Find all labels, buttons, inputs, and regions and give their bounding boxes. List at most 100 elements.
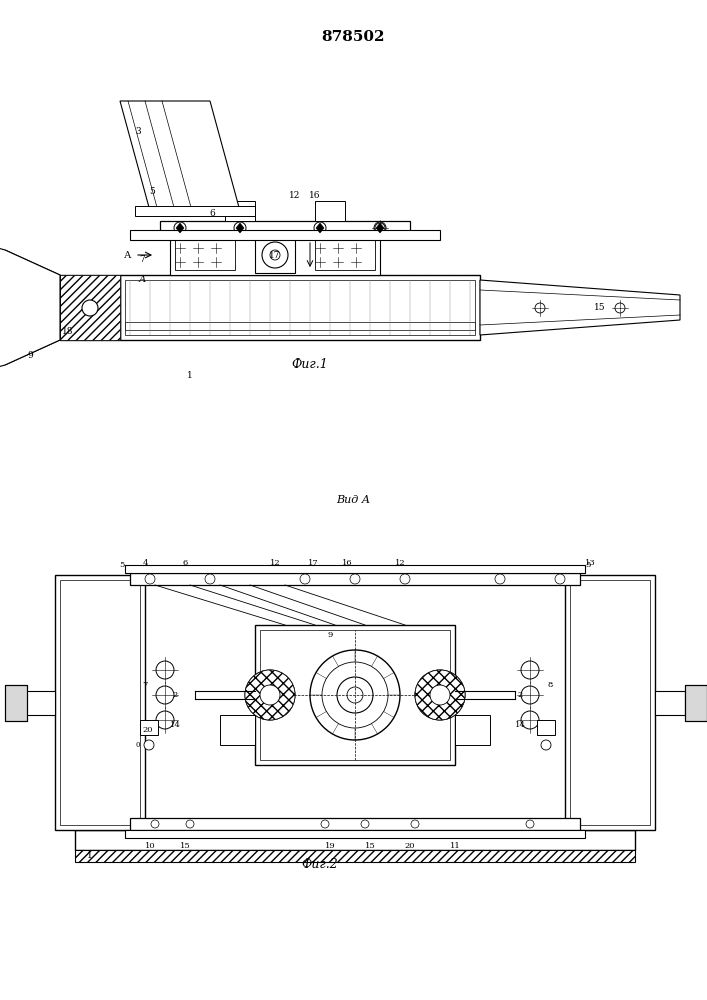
Circle shape bbox=[322, 662, 388, 728]
Text: 17: 17 bbox=[308, 559, 318, 567]
Circle shape bbox=[245, 670, 295, 720]
Text: 13: 13 bbox=[585, 559, 595, 567]
Bar bbox=[5, 685, 27, 721]
Circle shape bbox=[186, 820, 194, 828]
Circle shape bbox=[347, 687, 363, 703]
Circle shape bbox=[415, 670, 465, 720]
Bar bbox=[255, 237, 295, 273]
Circle shape bbox=[521, 711, 539, 729]
Polygon shape bbox=[120, 101, 240, 211]
Bar bbox=[125, 280, 475, 335]
Circle shape bbox=[615, 303, 625, 313]
Text: 9: 9 bbox=[327, 631, 333, 639]
Bar bbox=[60, 275, 120, 340]
Circle shape bbox=[374, 222, 386, 234]
Text: 15: 15 bbox=[594, 304, 606, 312]
Bar bbox=[685, 685, 707, 721]
Text: 15: 15 bbox=[365, 842, 375, 850]
Bar bbox=[60, 580, 140, 825]
Text: 4: 4 bbox=[142, 559, 148, 567]
Circle shape bbox=[262, 242, 288, 268]
Circle shape bbox=[156, 661, 174, 679]
Polygon shape bbox=[0, 240, 60, 375]
Text: Фиг.1: Фиг.1 bbox=[291, 359, 328, 371]
Bar bbox=[570, 580, 650, 825]
Text: 8: 8 bbox=[547, 681, 553, 689]
Text: 12: 12 bbox=[289, 192, 300, 200]
Bar bbox=[565, 575, 655, 830]
Text: 7: 7 bbox=[139, 255, 145, 264]
Bar bbox=[135, 206, 255, 216]
Circle shape bbox=[82, 300, 98, 316]
Text: 16: 16 bbox=[341, 559, 352, 567]
Bar bbox=[130, 230, 440, 240]
Bar bbox=[55, 575, 145, 830]
Text: 9: 9 bbox=[27, 351, 33, 360]
Bar bbox=[260, 630, 450, 760]
Circle shape bbox=[495, 574, 505, 584]
Circle shape bbox=[234, 222, 246, 234]
Text: 2: 2 bbox=[173, 691, 177, 699]
Text: 0: 0 bbox=[136, 741, 140, 749]
Bar bbox=[225, 201, 255, 221]
Polygon shape bbox=[176, 223, 184, 233]
Polygon shape bbox=[316, 223, 324, 233]
Bar bbox=[685, 685, 707, 721]
Bar bbox=[315, 201, 345, 221]
Bar bbox=[175, 240, 235, 270]
Text: Фиг.2: Фиг.2 bbox=[302, 858, 339, 871]
Bar bbox=[45, 285, 55, 330]
Circle shape bbox=[310, 650, 400, 740]
Circle shape bbox=[321, 820, 329, 828]
Circle shape bbox=[430, 685, 450, 705]
Text: 12: 12 bbox=[269, 559, 280, 567]
Bar bbox=[315, 240, 375, 270]
Circle shape bbox=[555, 574, 565, 584]
Circle shape bbox=[415, 670, 465, 720]
Text: 12: 12 bbox=[395, 559, 405, 567]
Bar bbox=[140, 720, 158, 735]
Circle shape bbox=[260, 685, 280, 705]
Text: 5: 5 bbox=[149, 186, 155, 196]
Bar bbox=[130, 818, 580, 830]
Bar bbox=[125, 322, 475, 330]
Circle shape bbox=[521, 686, 539, 704]
Text: 1: 1 bbox=[87, 850, 93, 859]
Text: 6: 6 bbox=[182, 559, 187, 567]
Bar bbox=[130, 573, 580, 585]
Circle shape bbox=[337, 677, 373, 713]
Bar bbox=[5, 685, 27, 721]
Circle shape bbox=[535, 303, 545, 313]
Text: 19: 19 bbox=[325, 842, 335, 850]
Bar bbox=[120, 275, 480, 340]
Text: 10: 10 bbox=[145, 842, 156, 850]
Circle shape bbox=[145, 574, 155, 584]
Text: 3: 3 bbox=[135, 126, 141, 135]
Bar bbox=[125, 565, 585, 573]
Circle shape bbox=[400, 574, 410, 584]
Circle shape bbox=[144, 740, 154, 750]
Bar bbox=[60, 275, 120, 340]
Text: 18: 18 bbox=[62, 328, 74, 336]
Text: 17: 17 bbox=[269, 250, 281, 259]
Circle shape bbox=[151, 820, 159, 828]
Text: 5: 5 bbox=[585, 561, 590, 569]
Circle shape bbox=[411, 820, 419, 828]
Circle shape bbox=[541, 740, 551, 750]
Circle shape bbox=[156, 686, 174, 704]
Text: 1: 1 bbox=[187, 370, 193, 379]
Text: 5: 5 bbox=[119, 561, 124, 569]
Polygon shape bbox=[5, 250, 60, 365]
Bar bbox=[75, 830, 635, 850]
Bar bbox=[255, 625, 455, 765]
Text: 15: 15 bbox=[180, 842, 190, 850]
Circle shape bbox=[174, 222, 186, 234]
Circle shape bbox=[205, 574, 215, 584]
Bar bbox=[170, 235, 380, 275]
Circle shape bbox=[526, 820, 534, 828]
Text: 6: 6 bbox=[209, 209, 215, 218]
Bar bbox=[75, 850, 635, 862]
Circle shape bbox=[521, 661, 539, 679]
Text: А: А bbox=[139, 275, 146, 284]
Text: 14: 14 bbox=[515, 721, 525, 729]
